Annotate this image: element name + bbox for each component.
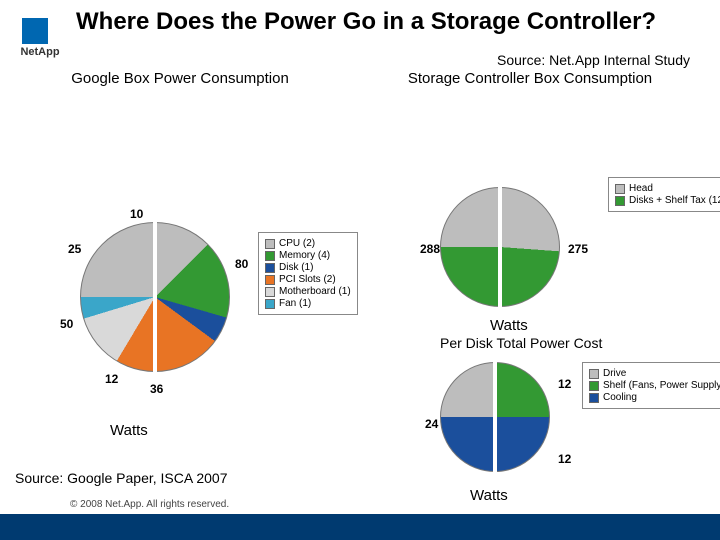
storage-controller-chart-legend-item-0: Head [615, 183, 720, 194]
per-disk-chart-legend-label-2: Cooling [603, 392, 637, 403]
logo-text: NetApp [20, 46, 59, 58]
storage-controller-chart-legend-swatch-1 [615, 196, 625, 206]
google-box-chart-value-3: 50 [60, 317, 73, 331]
storage-controller-chart-legend-label-0: Head [629, 183, 653, 194]
google-box-chart-legend-label-4: Motherboard (1) [279, 286, 351, 297]
google-box-chart-legend-item-1: Memory (4) [265, 250, 351, 261]
google-box-chart-legend-label-5: Fan (1) [279, 298, 311, 309]
google-box-chart-split [153, 222, 157, 372]
google-box-chart-legend-swatch-3 [265, 275, 275, 285]
per-disk-chart-value-0: 12 [558, 377, 571, 391]
google-box-chart-legend-swatch-0 [265, 239, 275, 249]
storage-controller-chart-legend-swatch-0 [615, 184, 625, 194]
google-box-chart-legend-label-1: Memory (4) [279, 250, 330, 261]
per-disk-chart-value-2: 24 [425, 417, 438, 431]
per-disk-chart-legend-swatch-2 [589, 393, 599, 403]
google-box-chart-legend-item-5: Fan (1) [265, 298, 351, 309]
storage-controller-chart-subcaption: Per Disk Total Power Cost [440, 335, 602, 351]
storage-controller-chart-split [498, 187, 502, 307]
google-box-chart-value-2: 12 [105, 372, 118, 386]
google-box-chart-legend-swatch-2 [265, 263, 275, 273]
google-box-chart-value-1: 36 [150, 382, 163, 396]
per-disk-chart-legend-swatch-0 [589, 369, 599, 379]
google-box-chart-legend-label-2: Disk (1) [279, 262, 313, 273]
google-box-chart-legend-label-3: PCI Slots (2) [279, 274, 336, 285]
left-subtitle: Google Box Power Consumption [20, 70, 340, 87]
google-box-chart-legend-item-3: PCI Slots (2) [265, 274, 351, 285]
source-line: Source: Net.App Internal Study [497, 52, 690, 68]
google-box-chart-legend-label-0: CPU (2) [279, 238, 315, 249]
google-box-chart-legend-item-4: Motherboard (1) [265, 286, 351, 297]
google-box-chart-legend-swatch-1 [265, 251, 275, 261]
per-disk-chart-split [493, 362, 497, 472]
storage-controller-chart-caption: Watts [490, 317, 528, 334]
google-box-chart-caption: Watts [110, 422, 148, 439]
per-disk-chart-value-1: 12 [558, 452, 571, 466]
storage-controller-chart-legend: HeadDisks + Shelf Tax (12) [608, 177, 720, 212]
per-disk-chart-legend-item-0: Drive [589, 368, 720, 379]
footer-bar [0, 514, 720, 540]
storage-controller-chart-value-0: 288 [420, 242, 440, 256]
per-disk-chart-legend-item-2: Cooling [589, 392, 720, 403]
google-box-chart-legend-item-0: CPU (2) [265, 238, 351, 249]
page-title: Where Does the Power Go in a Storage Con… [76, 8, 710, 36]
storage-controller-chart-value-1: 275 [568, 242, 588, 256]
google-box-chart-legend: CPU (2)Memory (4)Disk (1)PCI Slots (2)Mo… [258, 232, 358, 315]
per-disk-chart-legend-item-1: Shelf (Fans, Power Supply) [589, 380, 720, 391]
per-disk-chart-legend-swatch-1 [589, 381, 599, 391]
chart-area: 80 36 12 50 25 10 CPU (2)Memory (4)Disk (1)PCI… [0, 87, 720, 497]
google-box-chart-legend-item-2: Disk (1) [265, 262, 351, 273]
subtitle-row: Google Box Power Consumption Storage Con… [0, 70, 720, 87]
right-subtitle: Storage Controller Box Consumption [340, 70, 720, 87]
per-disk-chart-legend-label-1: Shelf (Fans, Power Supply) [603, 380, 720, 391]
google-box-chart-source: Source: Google Paper, ISCA 2007 [10, 467, 232, 489]
per-disk-chart-caption: Watts [470, 487, 508, 504]
storage-controller-chart-legend-label-1: Disks + Shelf Tax (12) [629, 195, 720, 206]
google-box-chart-legend-swatch-4 [265, 287, 275, 297]
logo: NetApp [10, 8, 70, 64]
per-disk-chart-legend-label-0: Drive [603, 368, 626, 379]
google-box-chart-value-5: 10 [130, 207, 143, 221]
google-box-chart-value-4: 25 [68, 242, 81, 256]
google-box-chart-legend-swatch-5 [265, 299, 275, 309]
per-disk-chart-legend: DriveShelf (Fans, Power Supply)Cooling [582, 362, 720, 409]
copyright: © 2008 Net.App. All rights reserved. [70, 499, 229, 510]
storage-controller-chart-legend-item-1: Disks + Shelf Tax (12) [615, 195, 720, 206]
logo-mark [22, 8, 58, 44]
google-box-chart-value-0: 80 [235, 257, 248, 271]
